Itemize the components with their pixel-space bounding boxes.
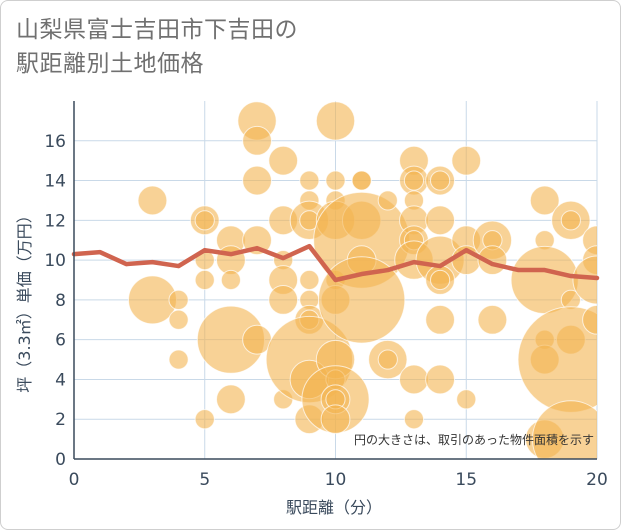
- bubble-point: [403, 170, 425, 191]
- tick-labels: 0 5 10 15 20 0 2 4 6 8 10 12 14 16: [44, 132, 607, 490]
- bubble-point: [351, 170, 372, 191]
- bubble-point: [399, 364, 429, 395]
- x-tick-label: 0: [69, 470, 80, 490]
- y-axis-label: 坪（3.3㎡）単価（万円）: [15, 207, 34, 392]
- bubble-point: [242, 165, 272, 196]
- bubble-point: [582, 304, 597, 335]
- bubble-point: [572, 255, 597, 305]
- axes: [73, 101, 597, 460]
- bubble-point: [451, 145, 482, 176]
- bubble-point: [315, 101, 356, 141]
- bubble-point: [168, 309, 189, 330]
- y-tick-label: 16: [44, 132, 66, 152]
- bubble-point: [425, 364, 456, 395]
- bubble-point: [425, 304, 456, 335]
- x-axis-label: 駅距離（分）: [286, 498, 382, 517]
- bubble-point: [242, 225, 272, 256]
- y-tick-label: 2: [55, 410, 66, 430]
- bubble-point: [477, 304, 508, 335]
- bubble-point: [529, 185, 560, 216]
- y-tick-label: 12: [44, 211, 66, 231]
- bubble-point: [377, 349, 398, 370]
- bubble-point: [216, 384, 246, 415]
- bubble-point: [560, 210, 581, 231]
- bubble-size-note: 円の大きさは、取引のあった物件面積を示す: [354, 432, 594, 447]
- x-tick-label: 20: [586, 470, 608, 490]
- bubble-point: [456, 389, 477, 410]
- bubble-point: [137, 185, 168, 216]
- y-tick-label: 6: [55, 331, 66, 351]
- bubble-point: [403, 409, 425, 430]
- bubble-point: [194, 210, 215, 231]
- x-tick-label: 5: [199, 470, 210, 490]
- chart-title: 山梨県富士吉田市下吉田の 駅距離別土地価格: [16, 13, 298, 81]
- y-tick-label: 0: [55, 450, 66, 470]
- average-line-group: [71, 243, 600, 283]
- chart-title-line-2: 駅距離別土地価格: [16, 51, 204, 77]
- bubble-point: [168, 349, 189, 370]
- bubble-point: [425, 205, 456, 236]
- bubble-point: [320, 404, 351, 435]
- bubble-point: [430, 269, 451, 291]
- chart-title-line-1: 山梨県富士吉田市下吉田の: [16, 17, 298, 43]
- x-tick-label: 15: [455, 470, 477, 490]
- bubbles: [127, 101, 597, 459]
- bubble-point: [430, 170, 451, 191]
- y-tick-label: 10: [44, 251, 66, 271]
- bubble-point: [299, 170, 320, 191]
- average-price-line: [71, 243, 600, 283]
- bubble-point: [268, 284, 299, 315]
- bubble-point: [517, 306, 597, 413]
- bubble-point: [325, 170, 346, 191]
- bubble-point: [242, 125, 272, 156]
- bubble-point: [299, 269, 320, 291]
- bubble-point: [377, 190, 398, 211]
- y-tick-label: 4: [55, 370, 66, 390]
- bubble-point: [531, 400, 597, 459]
- bubble-point: [168, 289, 189, 310]
- y-tick-label: 14: [44, 172, 66, 192]
- bubble-point: [194, 269, 215, 291]
- bubble-point: [220, 269, 241, 291]
- bubble-point: [268, 145, 299, 176]
- bubble-point: [194, 409, 215, 430]
- x-tick-label: 10: [325, 470, 347, 490]
- y-tick-label: 8: [55, 291, 66, 311]
